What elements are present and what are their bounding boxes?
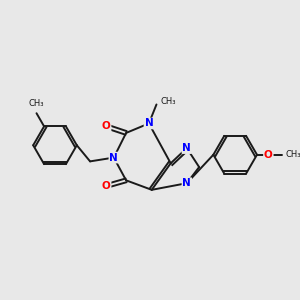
Text: N: N bbox=[182, 178, 191, 188]
Text: O: O bbox=[102, 121, 111, 131]
Text: CH₃: CH₃ bbox=[160, 97, 176, 106]
Text: CH₃: CH₃ bbox=[285, 150, 300, 159]
Text: O: O bbox=[102, 181, 111, 191]
Text: N: N bbox=[110, 153, 118, 163]
Text: O: O bbox=[264, 150, 273, 160]
Text: N: N bbox=[182, 143, 191, 153]
Text: N: N bbox=[145, 118, 153, 128]
Text: CH₃: CH₃ bbox=[29, 100, 44, 109]
